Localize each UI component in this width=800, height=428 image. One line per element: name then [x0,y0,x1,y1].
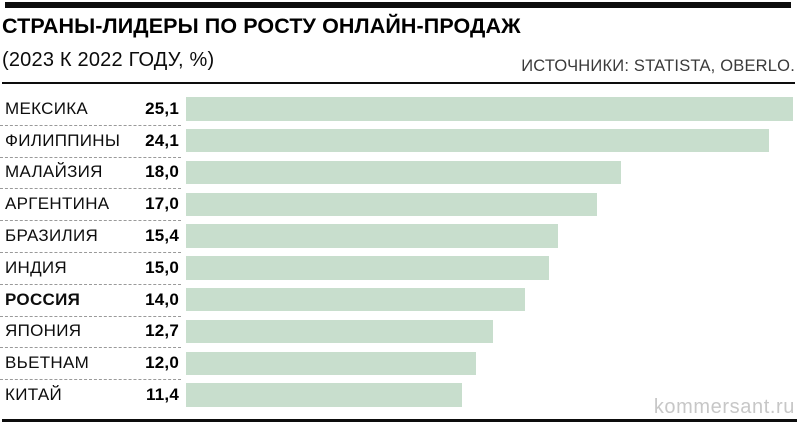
chart-title: СТРАНЫ-ЛИДЕРЫ ПО РОСТУ ОНЛАЙН-ПРОДАЖ [2,14,521,38]
chart-row: АРГЕНТИНА 17,0 [0,188,793,221]
bar [186,383,462,407]
chart-row: ЯПОНИЯ 12,7 [0,316,793,349]
value-label: 25,1 [145,98,179,118]
value-label: 17,0 [145,194,179,214]
bar-track [186,192,793,217]
country-label: БРАЗИЛИЯ [5,226,99,246]
source-credit: ИСТОЧНИКИ: STATISTA, OBERLO. [521,57,795,75]
row-label-area: БРАЗИЛИЯ 15,4 [0,220,183,253]
chart-row: РОССИЯ 14,0 [0,284,793,317]
row-label-area: ЯПОНИЯ 12,7 [0,316,183,349]
value-label: 14,0 [145,289,179,309]
bar [186,256,549,280]
bar-track [186,97,793,121]
watermark: kommersant.ru [653,396,795,418]
value-label: 12,7 [145,321,179,341]
row-label-area: ФИЛИППИНЫ 24,1 [0,125,183,158]
value-label: 18,0 [145,162,179,182]
bar [186,192,598,217]
bar-track [186,319,793,344]
bar [186,97,793,121]
country-label: ИНДИЯ [5,257,68,277]
bar [186,351,477,376]
bottom-rule [2,419,797,422]
row-label-area: КИТАЙ 11,4 [0,379,183,411]
row-label-area: МАЛАЙЗИЯ 18,0 [0,157,183,190]
country-label: КИТАЙ [5,385,62,405]
row-label-area: АРГЕНТИНА 17,0 [0,188,183,221]
chart-row: ВЬЕТНАМ 12,0 [0,347,793,380]
chart-row: БРАЗИЛИЯ 15,4 [0,220,793,253]
country-label: АРГЕНТИНА [5,194,110,214]
country-label: МАЛАЙЗИЯ [5,162,103,182]
chart-subtitle: (2023 К 2022 ГОДУ, %) [2,49,215,71]
chart-row: ИНДИЯ 15,0 [0,252,793,285]
bar-track [186,128,793,153]
bar-track [186,383,793,407]
row-label-area: РОССИЯ 14,0 [0,284,183,317]
country-label: ЯПОНИЯ [5,321,82,341]
bar [186,319,494,344]
value-label: 11,4 [146,385,179,405]
bar-chart: МЕКСИКА 25,1 ФИЛИППИНЫ 24,1 МАЛАЙЗИЯ 18,… [0,93,793,411]
value-label: 12,0 [145,353,179,373]
chart-row: КИТАЙ 11,4 [0,379,793,411]
bar-track [186,224,793,248]
bar [186,128,769,153]
row-label-area: ИНДИЯ 15,0 [0,252,183,285]
country-label: МЕКСИКА [5,98,89,118]
row-label-area: ВЬЕТНАМ 12,0 [0,347,183,380]
chart-row: ФИЛИППИНЫ 24,1 [0,125,793,158]
bar [186,160,622,185]
top-rule [5,2,791,8]
country-label: ФИЛИППИНЫ [5,130,121,150]
chart-row: МАЛАЙЗИЯ 18,0 [0,157,793,190]
country-label: РОССИЯ [5,289,81,309]
bar [186,224,559,248]
chart-row: МЕКСИКА 25,1 [0,93,793,126]
value-label: 15,4 [145,226,179,246]
row-label-area: МЕКСИКА 25,1 [0,93,183,126]
bar-track [186,256,793,280]
country-label: ВЬЕТНАМ [5,353,90,373]
header-divider [2,82,795,84]
bar-track [186,160,793,185]
bar-track [186,351,793,376]
bar-track [186,287,793,312]
value-label: 15,0 [145,257,179,277]
bar [186,287,525,312]
value-label: 24,1 [145,130,179,150]
